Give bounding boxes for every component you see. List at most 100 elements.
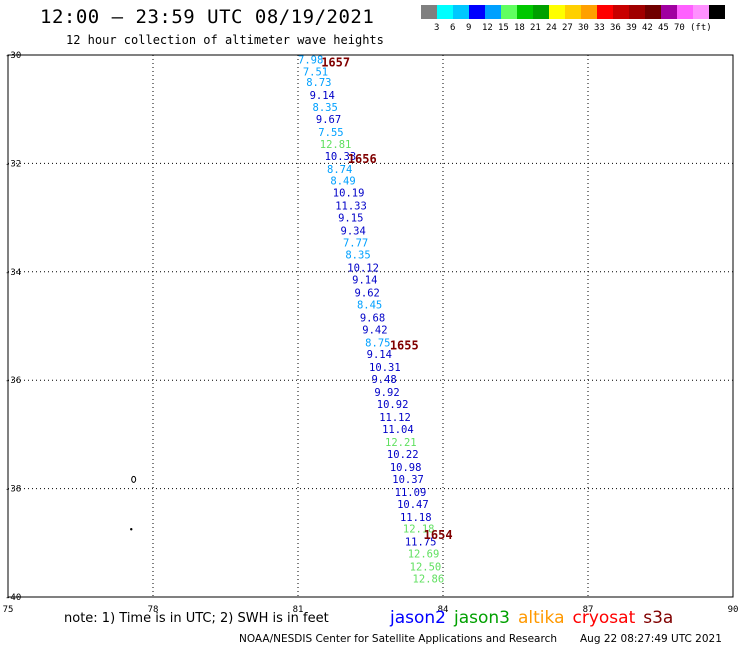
map-border	[7, 54, 734, 598]
swh-value-label: 9.34	[341, 226, 366, 238]
swh-value-label: 12.21	[385, 437, 417, 449]
x-tick-label: 78	[148, 605, 159, 615]
color-scale-label: 21	[530, 23, 541, 33]
footer-credit: NOAA/NESDIS Center for Satellite Applica…	[239, 633, 557, 645]
satellite-legend: jason2 jason3 altika cryosat s3a	[390, 608, 681, 628]
page-title: 12:00 – 23:59 UTC 08/19/2021	[40, 6, 375, 28]
swh-value-label: 12.50	[410, 562, 442, 574]
y-tick-label: -40	[5, 593, 21, 603]
y-tick-label: -34	[5, 268, 21, 278]
x-tick-label: 84	[438, 605, 449, 615]
color-swatch	[613, 5, 629, 19]
swh-value-label: 11.04	[382, 424, 414, 436]
color-swatch	[693, 5, 709, 19]
axis-labels: 75 78 81 84 87 90 -30 -32 -34 -36 -38 -40	[3, 51, 739, 615]
swh-value-label: 11.75	[405, 537, 437, 549]
swh-value-label: 10.31	[369, 362, 401, 374]
map-frame	[7, 54, 734, 598]
footer-timestamp: Aug 22 08:27:49 UTC 2021	[580, 633, 722, 645]
color-swatch	[565, 5, 581, 19]
y-tick-label: -36	[5, 376, 21, 386]
color-swatch	[677, 5, 693, 19]
swh-value-label: 11.09	[395, 487, 427, 499]
footer-note: note: 1) Time is in UTC; 2) SWH is in fe…	[64, 611, 329, 626]
color-swatch	[437, 5, 453, 19]
swh-value-label: 10.33	[325, 151, 357, 163]
time-labels: 1657 1656 1655 1654	[321, 56, 452, 543]
swh-value-label: 9.92	[374, 387, 399, 399]
color-scale-label: 39	[626, 23, 637, 33]
swh-value-label: 9.68	[360, 312, 385, 324]
swh-value-label: 9.67	[316, 114, 341, 126]
swh-value-label: 8.49	[330, 176, 355, 188]
color-swatch	[453, 5, 469, 19]
color-scale-label: 33	[594, 23, 605, 33]
wave-height-points: 7.987.518.739.148.359.677.5512.8110.338.…	[298, 54, 444, 585]
y-tick-label: -32	[5, 159, 21, 169]
color-scale-label: 27	[562, 23, 573, 33]
color-swatch	[629, 5, 645, 19]
swh-value-label: 12.81	[320, 139, 352, 151]
color-swatch	[709, 5, 725, 19]
color-swatch	[485, 5, 501, 19]
color-scale-label: 24	[546, 23, 557, 33]
color-scale-label: 3	[434, 23, 440, 33]
color-swatch	[421, 5, 437, 19]
land-features	[130, 475, 137, 531]
swh-value-label: 11.33	[335, 201, 367, 213]
color-scale-label: 45	[658, 23, 669, 33]
swh-value-label: 11.18	[400, 512, 432, 524]
y-tick-label: -38	[5, 485, 21, 495]
legend-altika: altika	[518, 608, 565, 628]
color-scale-label: 12	[482, 23, 493, 33]
color-swatch	[533, 5, 549, 19]
swh-value-label: 9.14	[310, 90, 335, 102]
color-swatch	[597, 5, 613, 19]
swh-value-label: 9.14	[367, 349, 392, 361]
x-tick-label: 90	[728, 605, 739, 615]
swh-value-label: 9.14	[352, 274, 377, 286]
color-swatch	[517, 5, 533, 19]
pass-time-label: 1657	[321, 56, 350, 70]
x-tick-label: 75	[3, 605, 14, 615]
color-swatch	[501, 5, 517, 19]
color-scale-label: 36	[610, 23, 621, 33]
swh-value-label: 11.12	[379, 412, 411, 424]
page-subtitle: 12 hour collection of altimeter wave hei…	[66, 33, 384, 47]
swh-value-label: 8.74	[327, 164, 352, 176]
swh-value-label: 10.37	[392, 474, 424, 486]
swh-value-label: 9.48	[371, 374, 396, 386]
color-scale-label: 30	[578, 23, 589, 33]
swh-value-label: 10.12	[347, 262, 379, 274]
color-scale-label: 15	[498, 23, 509, 33]
swh-value-label: 7.51	[303, 66, 328, 78]
swh-value-label: 10.22	[387, 449, 419, 461]
pass-time-label: 1655	[390, 338, 419, 352]
x-tick-label: 81	[293, 605, 304, 615]
swh-value-label: 9.62	[355, 287, 380, 299]
swh-value-label: 8.35	[345, 249, 370, 261]
legend-jason2: jason2	[390, 608, 446, 628]
swh-value-label: 12.69	[408, 549, 440, 561]
color-swatch	[469, 5, 485, 19]
swh-value-label: 10.47	[397, 499, 429, 511]
legend-cryosat: cryosat	[572, 608, 636, 628]
color-scale-label: (ft)	[690, 23, 712, 33]
color-scale-label: 70	[674, 23, 685, 33]
island-outline	[131, 475, 137, 483]
color-swatch	[581, 5, 597, 19]
swh-value-label: 8.45	[357, 299, 382, 311]
color-swatch	[549, 5, 565, 19]
swh-value-label: 12.86	[413, 574, 445, 586]
swh-value-label: 10.19	[333, 188, 365, 200]
pass-time-label: 1656	[348, 152, 377, 166]
color-scale-label: 18	[514, 23, 525, 33]
swh-value-label: 10.98	[390, 462, 422, 474]
color-scale-label: 9	[466, 23, 472, 33]
color-swatch	[645, 5, 661, 19]
swh-value-label: 8.75	[365, 337, 390, 349]
swh-value-label: 8.73	[306, 77, 331, 89]
y-tick-label: -30	[5, 51, 21, 61]
color-swatch	[661, 5, 677, 19]
pass-time-label: 1654	[424, 528, 453, 542]
